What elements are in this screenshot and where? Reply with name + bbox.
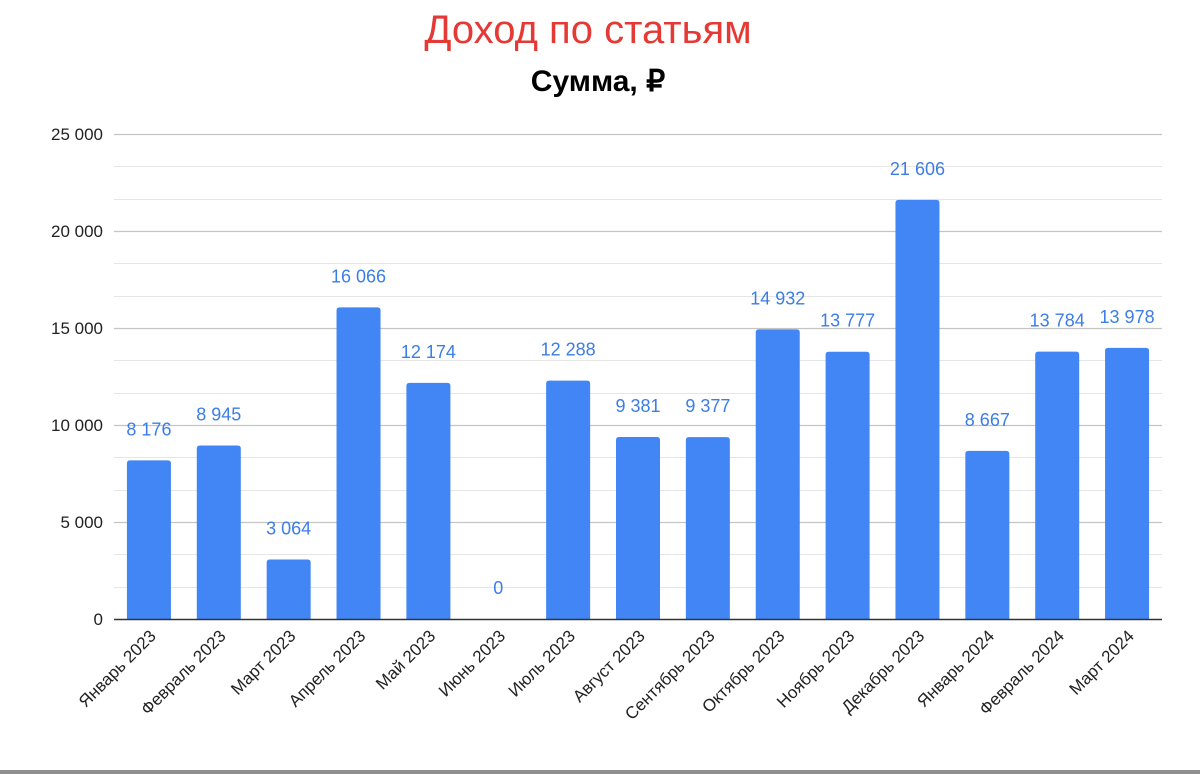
data-label: 21 606 — [890, 159, 945, 179]
chart-subtitle: Сумма, ₽ — [530, 65, 666, 98]
data-label: 16 066 — [331, 266, 386, 286]
y-tick-label: 15 000 — [51, 319, 103, 338]
y-tick-label: 5 000 — [60, 513, 103, 532]
bar — [895, 199, 940, 619]
bar — [546, 380, 591, 619]
data-label: 13 978 — [1100, 307, 1155, 327]
x-tick-label: Март 2024 — [1066, 626, 1138, 698]
data-label: 14 932 — [750, 288, 805, 308]
grid-lines — [114, 133, 1162, 588]
data-label: 8 945 — [196, 404, 241, 424]
data-label: 8 667 — [965, 410, 1010, 430]
x-tick-label: Июль 2023 — [505, 626, 579, 700]
bar — [755, 329, 800, 619]
bar — [336, 307, 381, 619]
y-tick-label: 25 000 — [51, 125, 103, 144]
y-axis-tick-labels: 0 5 000 10 000 15 000 20 000 25 000 — [51, 125, 103, 629]
x-tick-label: Март 2023 — [227, 626, 299, 698]
bar — [1035, 351, 1080, 619]
data-label: 9 381 — [615, 396, 660, 416]
data-label: 13 777 — [820, 311, 875, 331]
chart-title: Доход по статьям — [424, 8, 752, 52]
y-tick-label: 0 — [94, 610, 103, 629]
bar — [825, 351, 870, 619]
data-label: 13 784 — [1030, 311, 1085, 331]
bar — [196, 445, 241, 619]
bar — [1105, 347, 1150, 619]
bar — [685, 437, 730, 619]
y-tick-label: 10 000 — [51, 416, 103, 435]
bottom-border — [0, 770, 1200, 774]
data-label: 0 — [493, 578, 503, 598]
bar — [965, 450, 1010, 619]
x-tick-label: Июнь 2023 — [435, 626, 509, 700]
bar — [616, 437, 660, 619]
bar — [266, 559, 311, 619]
data-label: 8 176 — [126, 419, 171, 439]
data-label: 3 064 — [266, 519, 311, 539]
data-label: 12 174 — [401, 342, 456, 362]
bars — [126, 199, 1150, 619]
data-label: 9 377 — [685, 396, 730, 416]
x-tick-label: Май 2023 — [372, 626, 439, 693]
bar — [406, 382, 451, 619]
y-tick-label: 20 000 — [51, 222, 103, 241]
data-label: 12 288 — [541, 340, 596, 360]
data-labels: 8 176 8 945 3 064 16 066 12 174 0 12 288 9 381 9… — [126, 159, 1154, 598]
bar — [126, 460, 171, 619]
